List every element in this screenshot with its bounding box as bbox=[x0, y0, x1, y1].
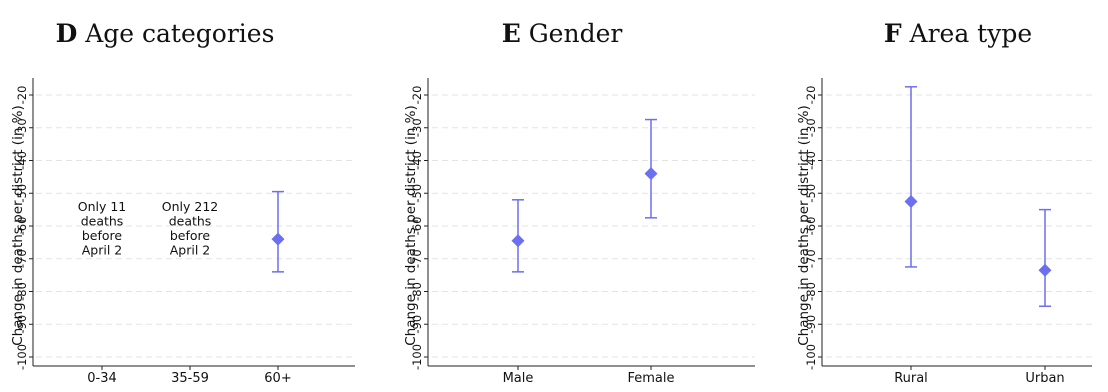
panel-title: E Gender bbox=[502, 19, 623, 48]
y-axis-label: Change in deaths per district (in %) bbox=[10, 105, 26, 346]
y-tick-label: -100 bbox=[410, 344, 424, 370]
y-tick-label: -30 bbox=[15, 118, 29, 137]
panel-f: F Area type -20 -30 -40 -50 -60 -70 -80 -90 -100C… bbox=[796, 19, 1092, 386]
y-tick-label: -70 bbox=[410, 249, 424, 268]
y-tick-label: -50 bbox=[410, 184, 424, 203]
y-tick-label: -60 bbox=[804, 217, 818, 236]
panel-title: D Age categories bbox=[56, 19, 275, 48]
y-tick-label: -30 bbox=[804, 118, 818, 137]
panel-letter: E bbox=[502, 19, 521, 48]
x-tick-label: Female bbox=[627, 371, 674, 386]
y-tick-label: -60 bbox=[15, 217, 29, 236]
panel-title: F Area type bbox=[884, 19, 1032, 48]
point-estimate-marker bbox=[271, 232, 285, 246]
annotation-line: before bbox=[82, 228, 123, 243]
y-tick-label: -40 bbox=[804, 151, 818, 170]
annotation-note: Only 212 deaths before April 2 bbox=[162, 199, 218, 258]
panel-d: D Age categories -20 -30 -40 -50 -60 -70 -80 -90… bbox=[10, 19, 355, 386]
y-tick-label: -70 bbox=[15, 249, 29, 268]
x-tick-label: Male bbox=[503, 371, 534, 386]
y-tick-label: -40 bbox=[15, 151, 29, 170]
y-axis-label: Change in deaths per district (in %) bbox=[403, 105, 419, 346]
panel-letter: F bbox=[884, 19, 902, 48]
y-tick-label: -50 bbox=[804, 184, 818, 203]
panel-title-text: Gender bbox=[521, 19, 623, 48]
y-tick-label: -80 bbox=[15, 282, 29, 301]
y-tick-label: -80 bbox=[410, 282, 424, 301]
point-estimate-marker bbox=[904, 194, 918, 208]
point-estimate-marker bbox=[511, 234, 525, 248]
y-axis-label: Change in deaths per district (in %) bbox=[796, 105, 812, 346]
x-tick-label: 60+ bbox=[264, 371, 291, 386]
point-estimate-marker bbox=[1038, 263, 1052, 277]
y-tick-label: -60 bbox=[410, 217, 424, 236]
y-tick-label: -100 bbox=[804, 344, 818, 370]
panel-title-text: Area type bbox=[902, 19, 1033, 48]
y-tick-label: -70 bbox=[804, 249, 818, 268]
y-tick-label: -50 bbox=[15, 184, 29, 203]
y-tick-label: -40 bbox=[410, 151, 424, 170]
x-tick-label: 0-34 bbox=[87, 371, 117, 386]
y-tick-label: -20 bbox=[410, 86, 424, 105]
x-tick-label: 35-59 bbox=[171, 371, 209, 386]
x-tick-label: Rural bbox=[894, 371, 928, 386]
x-tick-label: Urban bbox=[1025, 371, 1064, 386]
y-tick-label: -100 bbox=[15, 344, 29, 370]
panel-title-text: Age categories bbox=[77, 19, 274, 48]
panel-e: E Gender -20 -30 -40 -50 -60 -70 -80 -90 -100Chan… bbox=[403, 19, 755, 386]
annotation-note: Only 11 deaths before April 2 bbox=[78, 199, 127, 258]
y-tick-label: -80 bbox=[804, 282, 818, 301]
annotation-line: April 2 bbox=[170, 243, 211, 258]
annotation-line: Only 212 bbox=[162, 199, 218, 214]
y-tick-label: -20 bbox=[15, 86, 29, 105]
annotation-line: Only 11 bbox=[78, 199, 127, 214]
annotation-line: deaths bbox=[169, 214, 212, 229]
y-tick-label: -90 bbox=[410, 315, 424, 334]
annotation-line: deaths bbox=[81, 214, 124, 229]
y-tick-label: -20 bbox=[804, 86, 818, 105]
annotation-line: before bbox=[170, 228, 211, 243]
point-estimate-marker bbox=[644, 167, 658, 181]
y-tick-label: -90 bbox=[15, 315, 29, 334]
panel-letter: D bbox=[56, 19, 78, 48]
y-tick-label: -90 bbox=[804, 315, 818, 334]
y-tick-label: -30 bbox=[410, 118, 424, 137]
annotation-line: April 2 bbox=[82, 243, 123, 258]
